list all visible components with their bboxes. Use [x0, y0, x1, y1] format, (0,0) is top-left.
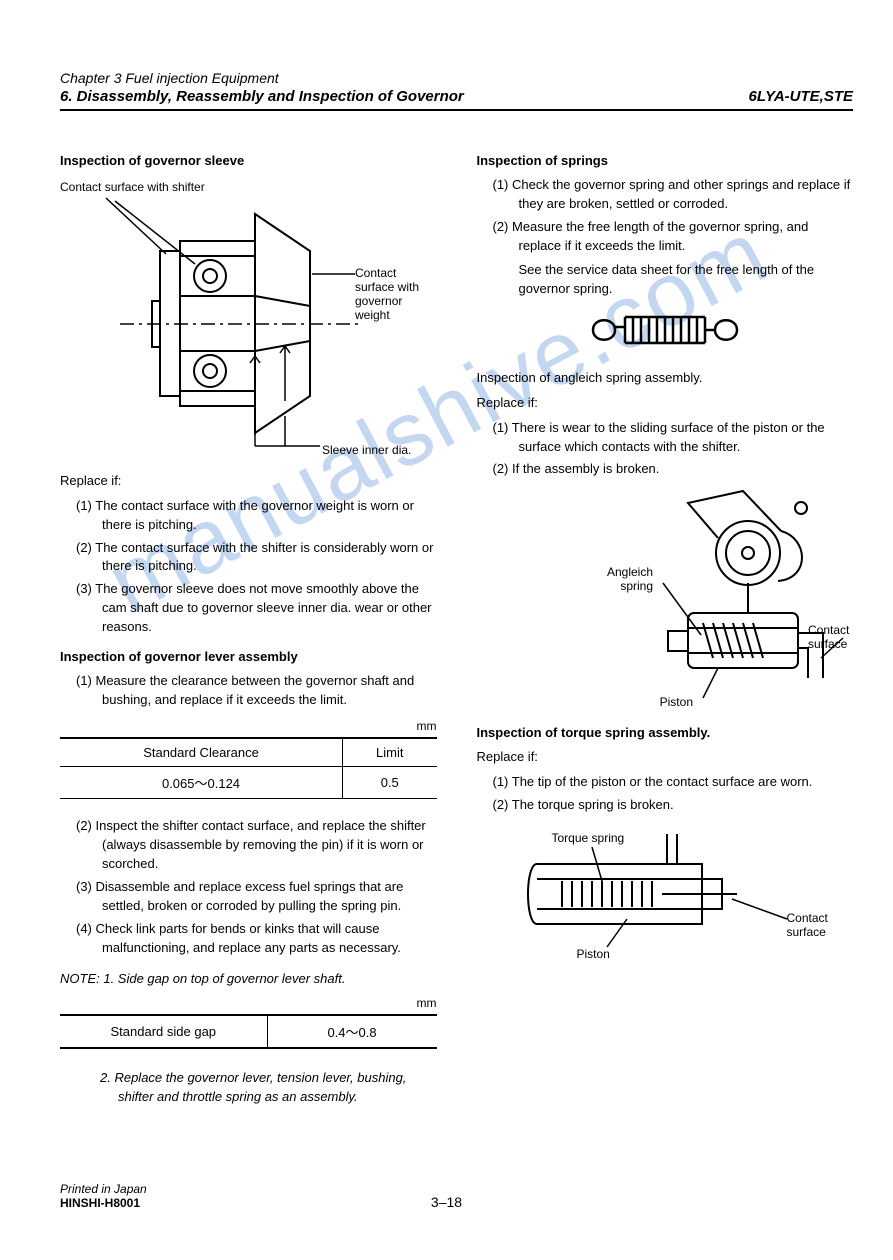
para: See the service data sheet for the free … — [519, 261, 854, 299]
list-item: (3) Disassemble and replace excess fuel … — [76, 878, 437, 916]
list-item: (1) The contact surface with the governo… — [76, 497, 437, 535]
replace-if: Replace if: — [60, 472, 437, 491]
note: NOTE: 1. Side gap on top of governor lev… — [60, 971, 437, 986]
doc-code: HINSHI-H8001 — [60, 1196, 147, 1210]
sleeve-diagram: Contact surface with shifter — [60, 176, 437, 466]
list-item: (1) The tip of the piston or the contact… — [493, 773, 854, 792]
list-item: (3) The governor sleeve does not move sm… — [76, 580, 437, 637]
torque-diagram: Torque spring Piston Contact surface — [477, 819, 854, 969]
section-title: 6. Disassembly, Reassembly and Inspectio… — [60, 88, 464, 105]
list-item: (2) If the assembly is broken. — [493, 460, 854, 479]
torque-heading: Inspection of torque spring assembly. — [477, 725, 854, 740]
springs-heading: Inspection of springs — [477, 153, 854, 168]
model-code: 6LYA-UTE,STE — [749, 88, 853, 105]
spring-diagram — [477, 305, 854, 355]
list-item: (2) The torque spring is broken. — [493, 796, 854, 815]
list-item: (2) Inspect the shifter contact surface,… — [76, 817, 437, 874]
th: Limit — [343, 738, 437, 767]
replace-if: Replace if: — [477, 394, 854, 413]
unit-label: mm — [60, 719, 437, 733]
td: Standard side gap — [60, 1015, 267, 1048]
gap-table: Standard side gap 0.4～0.8 — [60, 1014, 437, 1049]
page-number: 3–18 — [431, 1194, 462, 1210]
td: 0.065～0.124 — [60, 767, 343, 799]
list-item: (2) Measure the free length of the gover… — [493, 218, 854, 256]
list-item: (1) Measure the clearance between the go… — [76, 672, 437, 710]
list-item: (4) Check link parts for bends or kinks … — [76, 920, 437, 958]
list-item: (1) Check the governor spring and other … — [493, 176, 854, 214]
list-item: (1) There is wear to the sliding surface… — [493, 419, 854, 457]
td: 0.5 — [343, 767, 437, 799]
th: Standard Clearance — [60, 738, 343, 767]
unit-label: mm — [60, 996, 437, 1010]
angleich-diagram: Angleich spring Piston Contact surface — [477, 483, 854, 713]
para: Inspection of angleich spring assembly. — [477, 369, 854, 388]
td: 0.4～0.8 — [267, 1015, 436, 1048]
page-header: Chapter 3 Fuel injection Equipment 6. Di… — [60, 70, 853, 111]
note: 2. Replace the governor lever, tension l… — [100, 1069, 437, 1105]
clearance-table: Standard Clearance Limit 0.065～0.124 0.5 — [60, 737, 437, 799]
chapter-title: Chapter 3 Fuel injection Equipment — [60, 70, 464, 86]
diag-label: Contact surface with shifter — [60, 180, 205, 194]
lever-heading: Inspection of governor lever assembly — [60, 649, 437, 664]
printed-in: Printed in Japan — [60, 1182, 147, 1196]
sleeve-heading: Inspection of governor sleeve — [60, 153, 437, 168]
replace-if: Replace if: — [477, 748, 854, 767]
list-item: (2) The contact surface with the shifter… — [76, 539, 437, 577]
